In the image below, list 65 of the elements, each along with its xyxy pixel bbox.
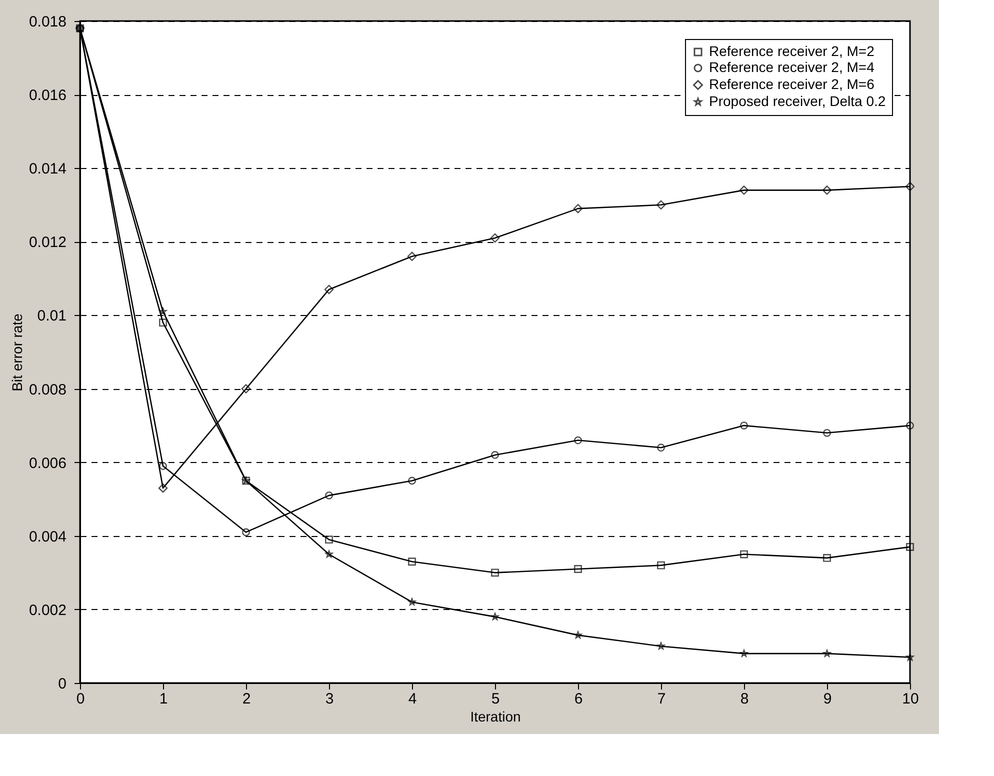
point (408, 476, 416, 485)
legend-label: Reference receiver 2, M=6 (709, 76, 875, 92)
point (823, 428, 831, 437)
point (657, 642, 665, 650)
point (242, 528, 250, 536)
x-tick-label: 7 (657, 690, 666, 708)
point (491, 568, 499, 577)
point (823, 650, 831, 657)
point (823, 554, 831, 562)
y-tick-label: 0.008 (28, 381, 66, 398)
point (822, 186, 832, 195)
y-tick-label: 0.014 (28, 160, 66, 178)
point (490, 233, 500, 243)
legend-label: Proposed receiver, Delta 0.2 (709, 93, 886, 109)
point (408, 558, 416, 566)
point (740, 422, 748, 430)
x-tick-label: 1 (159, 690, 168, 708)
point (657, 561, 665, 570)
point (573, 204, 583, 214)
point (407, 252, 417, 262)
x-tick-label: 5 (491, 690, 500, 708)
point (159, 318, 167, 327)
x-tick-label: 3 (325, 690, 334, 708)
point (158, 483, 168, 493)
point (324, 284, 334, 294)
point (740, 550, 748, 558)
point (241, 384, 251, 394)
point (159, 462, 167, 470)
x-tick-label: 9 (823, 690, 832, 708)
x-tick-label: 0 (76, 690, 85, 708)
y-tick-label: 0.018 (28, 14, 66, 30)
x-tick-label: 4 (408, 690, 417, 708)
y-tick-label: 0.012 (28, 234, 66, 252)
point (408, 598, 416, 606)
y-tick-label: 0.016 (28, 87, 66, 104)
point (491, 451, 499, 459)
y-tick-label: 0.01 (37, 308, 66, 325)
point (325, 491, 333, 500)
point (574, 631, 582, 639)
point (325, 550, 333, 558)
point (906, 542, 914, 551)
x-tick-label: 10 (902, 690, 919, 708)
legend-label: Reference receiver 2, M=4 (709, 59, 875, 75)
point (657, 444, 665, 452)
x-axis-title: Iteration (470, 708, 521, 724)
y-tick-label: 0.002 (28, 602, 66, 619)
point (325, 536, 333, 544)
point (159, 308, 167, 315)
y-tick-label: 0.006 (28, 454, 66, 472)
y-tick-label: 0 (58, 676, 66, 692)
point (740, 650, 748, 657)
point (739, 186, 749, 195)
point (905, 182, 915, 192)
point (491, 612, 499, 620)
point (574, 565, 582, 573)
x-tick-label: 8 (740, 690, 749, 708)
legend-label: Reference receiver 2, M=2 (709, 43, 875, 59)
point (656, 200, 666, 210)
point (906, 653, 914, 661)
point (574, 436, 582, 444)
x-tick-label: 6 (574, 690, 583, 708)
x-tick-label: 2 (242, 690, 251, 708)
y-axis-title: Bit error rate (8, 313, 25, 392)
point (906, 422, 914, 430)
y-tick-label: 0.004 (28, 528, 66, 546)
